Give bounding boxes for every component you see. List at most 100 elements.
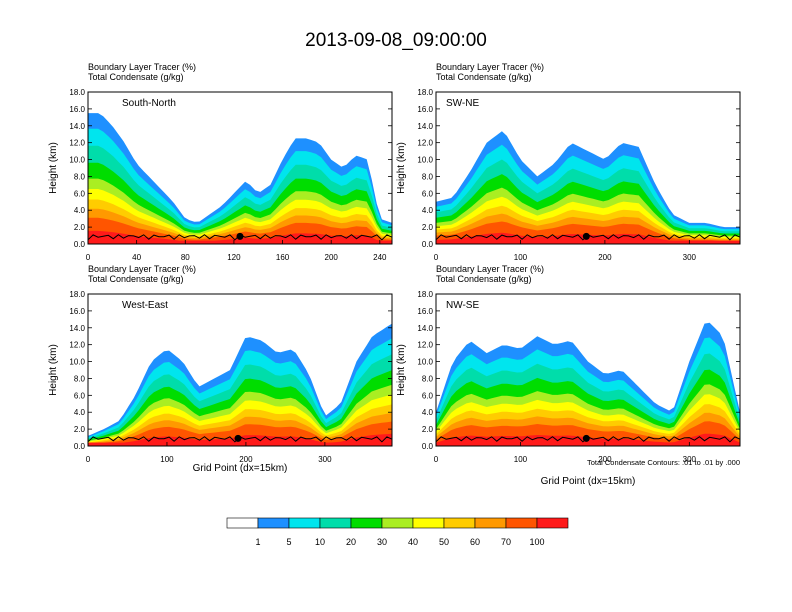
y-tick-label: 2.0: [422, 223, 434, 232]
y-tick-label: 0.0: [422, 240, 434, 249]
plot-frame: [435, 91, 741, 245]
colorbar-label: 100: [529, 537, 544, 547]
figure-title: 2013-09-08_09:00:00: [305, 30, 487, 51]
y-axis-label: Height (km): [48, 344, 59, 396]
y-tick-label: 2.0: [74, 223, 86, 232]
y-tick-label: 12.0: [417, 341, 433, 350]
colorbar-label: 60: [470, 537, 480, 547]
panel-header-line2: Total Condensate (g/kg): [436, 274, 532, 284]
panel-header-line1: Boundary Layer Tracer (%): [88, 264, 196, 274]
colorbar-swatch: [381, 517, 414, 529]
panel-label: NW-SE: [446, 300, 479, 311]
x-tick-label: 100: [514, 455, 528, 464]
y-axis-label: Height (km): [396, 344, 407, 396]
x-tick-label: 100: [514, 253, 528, 262]
x-tick-label: 300: [683, 253, 697, 262]
y-tick-label: 12.0: [69, 341, 85, 350]
x-tick-label: 300: [683, 455, 697, 464]
y-tick-label: 0.0: [74, 240, 86, 249]
y-tick-label: 0.0: [74, 442, 86, 451]
panel-label: SW-NE: [446, 98, 479, 109]
y-tick-label: 10.0: [417, 358, 433, 367]
location-marker: [582, 232, 590, 240]
x-tick-label: 0: [86, 253, 91, 262]
colorbar-label: 10: [315, 537, 325, 547]
y-tick-label: 10.0: [417, 156, 433, 165]
panel-sw-ne: Boundary Layer Tracer (%)Total Condensat…: [396, 62, 741, 262]
colorbar-label: 70: [501, 537, 511, 547]
colorbar-label: 30: [377, 537, 387, 547]
y-tick-label: 8.0: [74, 374, 86, 383]
tracer-level-10: [88, 230, 392, 244]
colorbar-label: 50: [439, 537, 449, 547]
x-tick-label: 200: [598, 253, 612, 262]
x-tick-label: 0: [434, 455, 439, 464]
colorbar-swatch: [536, 517, 569, 529]
x-tick-label: 300: [318, 455, 332, 464]
colorbar-swatch: [443, 517, 476, 529]
y-tick-label: 4.0: [422, 206, 434, 215]
panel-header-line2: Total Condensate (g/kg): [436, 72, 532, 82]
colorbar-swatch: [226, 517, 259, 529]
colorbar-label: 1: [255, 537, 260, 547]
y-tick-label: 2.0: [74, 425, 86, 434]
y-tick-label: 12.0: [69, 139, 85, 148]
y-tick-label: 8.0: [74, 172, 86, 181]
colorbar-swatch: [412, 517, 445, 529]
panel-header-line1: Boundary Layer Tracer (%): [436, 264, 544, 274]
x-axis-label: Grid Point (dx=15km): [541, 476, 636, 487]
colorbar-swatch: [474, 517, 507, 529]
y-tick-label: 16.0: [69, 307, 85, 316]
y-tick-label: 4.0: [74, 206, 86, 215]
panel-label: South-North: [122, 98, 176, 109]
colorbar-label: 20: [346, 537, 356, 547]
x-tick-label: 240: [373, 253, 387, 262]
x-tick-label: 200: [239, 455, 253, 464]
y-tick-label: 2.0: [422, 425, 434, 434]
y-axis-label: Height (km): [396, 142, 407, 194]
y-tick-label: 4.0: [422, 408, 434, 417]
x-tick-label: 200: [325, 253, 339, 262]
panel-west-east: Boundary Layer Tracer (%)Total Condensat…: [48, 264, 393, 474]
x-tick-label: 160: [276, 253, 290, 262]
y-tick-label: 18.0: [69, 88, 85, 97]
colorbar: 1 5 10 20 30 40 50 60 70 100: [226, 517, 569, 547]
y-tick-label: 6.0: [74, 391, 86, 400]
x-axis-label: Grid Point (dx=15km): [193, 463, 288, 474]
panel-south-north: Boundary Layer Tracer (%)Total Condensat…: [48, 62, 393, 262]
y-tick-label: 0.0: [422, 442, 434, 451]
colorbar-swatch: [288, 517, 321, 529]
y-tick-label: 18.0: [417, 88, 433, 97]
y-tick-label: 8.0: [422, 172, 434, 181]
y-tick-label: 16.0: [69, 105, 85, 114]
y-tick-label: 10.0: [69, 358, 85, 367]
x-tick-label: 0: [86, 455, 91, 464]
x-tick-label: 100: [160, 455, 174, 464]
panel-label: West-East: [122, 300, 168, 311]
y-axis-label: Height (km): [48, 142, 59, 194]
panel-header-line2: Total Condensate (g/kg): [88, 274, 184, 284]
location-marker: [582, 434, 590, 442]
y-tick-label: 18.0: [417, 290, 433, 299]
y-tick-label: 16.0: [417, 105, 433, 114]
colorbar-label: 5: [286, 537, 291, 547]
x-tick-label: 0: [434, 253, 439, 262]
panel-nw-se: Boundary Layer Tracer (%)Total Condensat…: [396, 264, 741, 487]
location-marker: [234, 434, 242, 442]
y-tick-label: 14.0: [69, 324, 85, 333]
contour-note: Total Condensate Contours: .01 to .01 by…: [587, 458, 740, 467]
x-tick-label: 40: [132, 253, 141, 262]
colorbar-label: 40: [408, 537, 418, 547]
x-tick-label: 200: [598, 455, 612, 464]
y-tick-label: 6.0: [422, 391, 434, 400]
y-tick-label: 10.0: [69, 156, 85, 165]
x-tick-label: 120: [227, 253, 241, 262]
plot-frame: [435, 293, 741, 447]
colorbar-swatch: [257, 517, 290, 529]
y-tick-label: 12.0: [417, 139, 433, 148]
y-tick-label: 14.0: [69, 122, 85, 131]
y-tick-label: 6.0: [74, 189, 86, 198]
y-tick-label: 16.0: [417, 307, 433, 316]
y-tick-label: 14.0: [417, 324, 433, 333]
